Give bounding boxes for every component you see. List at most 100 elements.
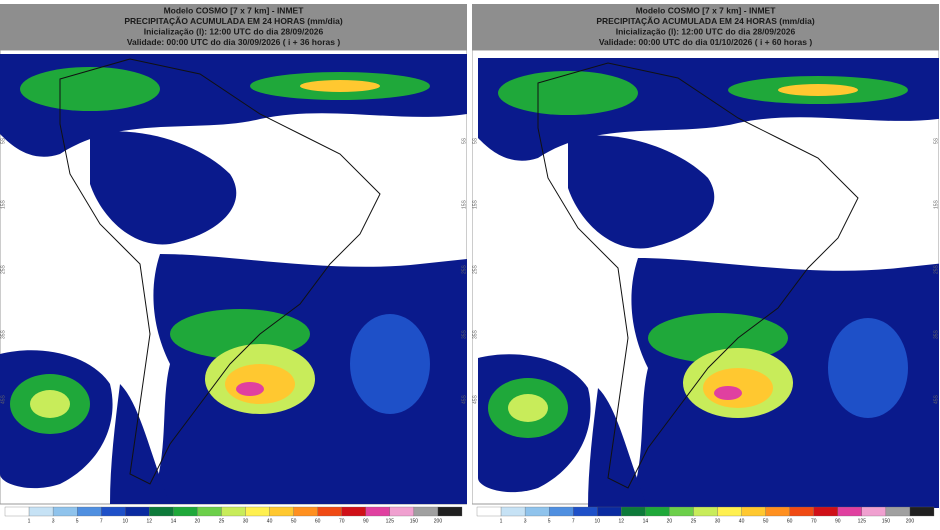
lat-label: 35S	[0, 329, 6, 339]
colorbar-swatch	[149, 506, 174, 517]
colorbar-swatch	[221, 506, 246, 517]
colorbar-label: 7	[572, 518, 575, 524]
lat-label: 45S	[933, 394, 939, 404]
colorbar-label: 60	[787, 518, 793, 524]
colorbar-swatch	[861, 506, 887, 517]
header	[0, 4, 467, 50]
lat-label: 45S	[472, 394, 478, 404]
colorbar-label: 20	[667, 518, 673, 524]
lat-label: 25S	[933, 264, 939, 274]
lat-label: 5S	[933, 137, 939, 144]
colorbar-swatch	[245, 506, 270, 517]
colorbar-swatch	[197, 506, 222, 517]
colorbar-swatch	[413, 506, 439, 517]
colorbar-label: 70	[811, 518, 817, 524]
colorbar-label: 200	[434, 518, 443, 524]
lat-label: 25S	[0, 264, 6, 274]
colorbar-swatch	[269, 506, 294, 517]
lat-label: 45S	[461, 394, 467, 404]
precip-area	[30, 390, 70, 418]
colorbar-swatch	[717, 506, 742, 517]
colorbar-label: 40	[267, 518, 273, 524]
colorbar-swatch	[524, 506, 550, 517]
precip-area	[20, 67, 160, 111]
colorbar-label: 125	[386, 518, 395, 524]
header-line: Modelo COSMO [7 x 7 km] - INMET	[636, 5, 777, 15]
colorbar-swatch	[549, 506, 574, 517]
colorbar-swatch	[669, 506, 694, 517]
precip-area	[498, 71, 638, 115]
colorbar-label: 150	[410, 518, 419, 524]
precip-area	[537, 62, 859, 489]
colorbar-label: 5	[548, 518, 551, 524]
precip-area	[300, 80, 380, 92]
colorbar-label: 1	[28, 518, 31, 524]
precip-area	[59, 58, 381, 485]
colorbar-label: 1	[500, 518, 503, 524]
colorbar-label: 7	[100, 518, 103, 524]
header-line: Inicialização (I): 12:00 UTC do dia 28/0…	[144, 26, 324, 36]
colorbar-label: 12	[619, 518, 625, 524]
colorbar-swatch	[693, 506, 718, 517]
colorbar-label: 200	[906, 518, 915, 524]
lat-label: 5S	[472, 137, 478, 144]
lat-label: 35S	[461, 329, 467, 339]
colorbar-swatch	[573, 506, 598, 517]
colorbar-swatch	[885, 506, 911, 517]
precip-area	[90, 131, 237, 245]
header	[472, 4, 939, 50]
colorbar-label: 5	[76, 518, 79, 524]
colorbar-swatch	[500, 506, 526, 517]
colorbar-swatch	[741, 506, 766, 517]
map-panel: Modelo COSMO [7 x 7 km] - INMETPRECIPITA…	[472, 4, 939, 524]
colorbar-swatch	[4, 506, 30, 517]
lat-label: 15S	[0, 199, 6, 209]
colorbar-swatch	[125, 506, 150, 517]
lat-label: 25S	[461, 264, 467, 274]
colorbar-label: 10	[122, 518, 128, 524]
colorbar-swatch	[476, 506, 502, 517]
precip-area	[236, 382, 264, 396]
colorbar-label: 70	[339, 518, 345, 524]
colorbar-swatch	[909, 506, 935, 517]
colorbar-swatch	[645, 506, 670, 517]
lat-label: 15S	[933, 199, 939, 209]
colorbar-swatch	[813, 506, 838, 517]
lat-label: 15S	[461, 199, 467, 209]
colorbar-label: 50	[763, 518, 769, 524]
colorbar-swatch	[317, 506, 342, 517]
colorbar-swatch	[77, 506, 102, 517]
colorbar-label: 3	[52, 518, 55, 524]
lat-label: 15S	[472, 199, 478, 209]
colorbar-label: 25	[219, 518, 225, 524]
header-line: Modelo COSMO [7 x 7 km] - INMET	[164, 5, 305, 15]
colorbar-swatch	[293, 506, 318, 517]
precip-area	[778, 84, 858, 96]
colorbar-label: 30	[243, 518, 249, 524]
colorbar-label: 14	[171, 518, 177, 524]
colorbar-label: 3	[524, 518, 527, 524]
colorbar-label: 25	[691, 518, 697, 524]
colorbar-label: 14	[643, 518, 649, 524]
header-line: Validade: 00:00 UTC do dia 30/09/2026 ( …	[127, 37, 340, 47]
colorbar-swatch	[101, 506, 126, 517]
precip-area	[508, 394, 548, 422]
colorbar-swatch	[365, 506, 390, 517]
colorbar-swatch	[621, 506, 646, 517]
colorbar-label: 90	[363, 518, 369, 524]
colorbar-swatch	[789, 506, 814, 517]
precip-area	[703, 368, 773, 408]
lat-label: 45S	[0, 394, 6, 404]
lat-label: 35S	[933, 329, 939, 339]
colorbar-swatch	[52, 506, 78, 517]
lat-label: 35S	[472, 329, 478, 339]
header-line: PRECIPITAÇÃO ACUMULADA EM 24 HORAS (mm/d…	[124, 16, 343, 26]
colorbar-swatch	[173, 506, 198, 517]
header-line: Validade: 00:00 UTC do dia 01/10/2026 ( …	[599, 37, 812, 47]
header-line: PRECIPITAÇÃO ACUMULADA EM 24 HORAS (mm/d…	[596, 16, 815, 26]
header-line: Inicialização (I): 12:00 UTC do dia 28/0…	[616, 26, 796, 36]
colorbar-label: 20	[195, 518, 201, 524]
precip-area	[568, 135, 715, 249]
colorbar-label: 125	[858, 518, 867, 524]
colorbar-label: 90	[835, 518, 841, 524]
